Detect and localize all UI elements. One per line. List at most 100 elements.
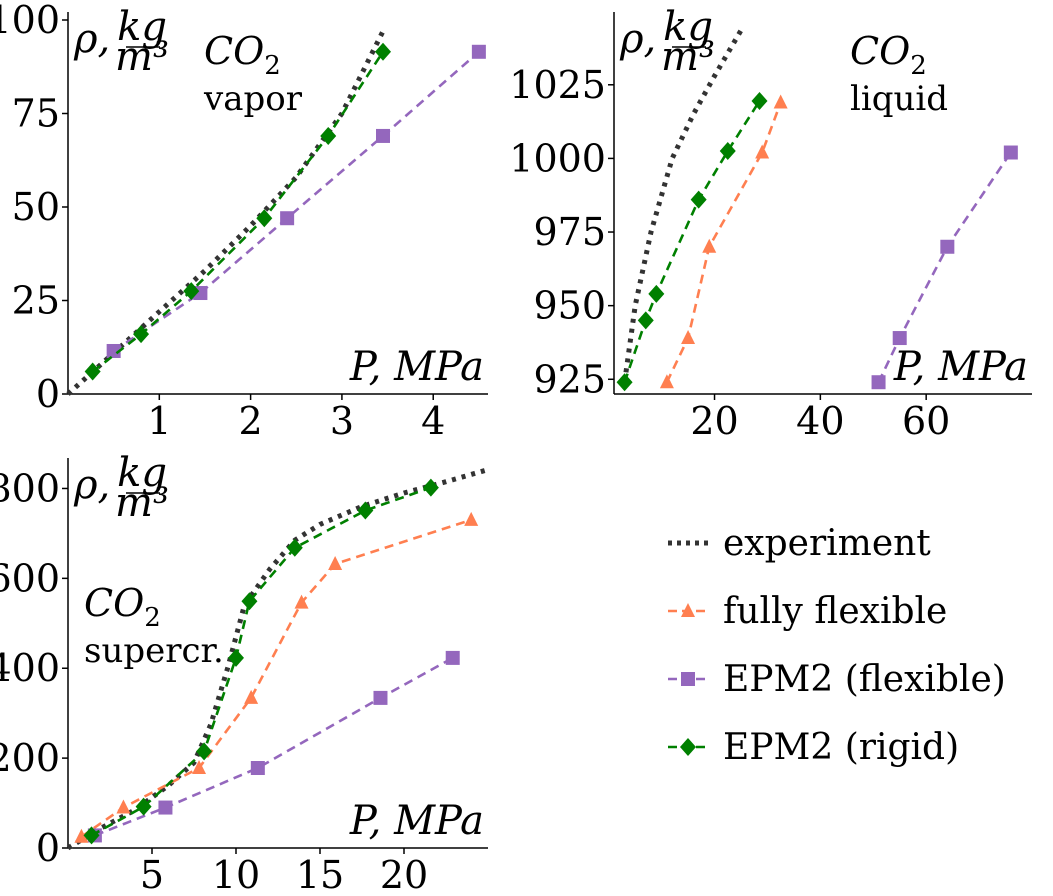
y-tick-label: 1000 <box>509 136 606 180</box>
data-point-epm2_rigid <box>648 284 665 303</box>
legend-marker-epm2_flexible <box>681 672 695 686</box>
data-point-epm2_rigid <box>751 91 768 110</box>
y-tick-label: 600 <box>0 556 60 600</box>
legend-label: experiment <box>723 523 931 564</box>
data-point-epm2_flexible <box>106 343 121 358</box>
x-axis-label: P, MPa <box>349 798 484 844</box>
y-axis-label-numerator: kg <box>117 4 167 50</box>
x-axis-label: P, MPa <box>893 344 1028 390</box>
data-point-epm2_rigid <box>357 501 374 520</box>
panel-subtitle: liquid <box>850 79 948 119</box>
data-point-epm2_rigid <box>241 592 258 611</box>
y-axis-label-numerator: kg <box>663 4 713 50</box>
series-epm2_rigid <box>83 478 439 845</box>
data-point-epm2_rigid <box>690 190 707 209</box>
y-axis-label-denominator: m³ <box>661 34 715 80</box>
y-tick-label: 1025 <box>509 63 606 107</box>
series-line-epm2_rigid <box>623 100 761 383</box>
legend: experiment fully flexible EPM2 (flexible) E… <box>668 523 1006 768</box>
data-point-epm2_flexible <box>280 211 295 226</box>
x-tick-label: 5 <box>140 853 164 896</box>
legend-label: EPM2 (rigid) <box>723 727 959 768</box>
y-tick-label: 100 <box>0 0 60 42</box>
data-point-fully_flexible <box>659 374 674 389</box>
series-epm2_flexible <box>106 44 486 358</box>
y-axis-label-numerator: kg <box>117 450 167 496</box>
x-tick-label: 4 <box>421 399 445 443</box>
y-axis-label-symbol: ρ, <box>73 462 110 508</box>
legend-item-epm2_flexible: EPM2 (flexible) <box>668 659 1006 700</box>
y-tick-label: 200 <box>0 736 60 780</box>
y-tick-label: 25 <box>12 279 60 323</box>
data-point-epm2_rigid <box>719 142 736 161</box>
legend-marker-epm2_rigid <box>680 738 696 756</box>
data-point-epm2_flexible <box>940 239 955 254</box>
x-tick-label: 20 <box>690 399 738 443</box>
series-line-epm2_rigid <box>91 51 385 373</box>
data-point-epm2_rigid <box>637 311 654 330</box>
panel-subtitle: vapor <box>203 79 303 119</box>
data-point-epm2_rigid <box>133 325 150 344</box>
y-tick-label: 400 <box>0 646 60 690</box>
series-experiment <box>66 30 386 396</box>
legend-item-epm2_rigid: EPM2 (rigid) <box>668 727 959 768</box>
data-point-epm2_flexible <box>892 331 907 346</box>
data-point-fully_flexible <box>294 594 309 609</box>
data-point-epm2_rigid <box>228 648 244 667</box>
series-epm2_flexible <box>871 145 1018 390</box>
legend-marker-fully_flexible <box>681 603 695 617</box>
data-point-fully_flexible <box>702 238 717 253</box>
data-point-fully_flexible <box>244 689 259 704</box>
data-point-fully_flexible <box>773 94 788 109</box>
data-point-epm2_rigid <box>135 797 152 816</box>
legend-item-experiment: experiment <box>668 523 931 564</box>
data-point-fully_flexible <box>192 760 207 775</box>
y-tick-label: 0 <box>36 826 60 870</box>
data-point-fully_flexible <box>464 511 479 526</box>
y-tick-label: 800 <box>0 466 60 510</box>
data-point-fully_flexible <box>755 144 770 159</box>
data-point-epm2_flexible <box>376 128 390 143</box>
data-point-epm2_flexible <box>373 690 388 705</box>
data-point-epm2_flexible <box>250 761 265 776</box>
series-line-fully_flexible <box>80 518 472 838</box>
series-line-experiment <box>66 30 386 396</box>
y-tick-label: 75 <box>12 92 60 136</box>
data-point-epm2_flexible <box>1003 145 1018 160</box>
panel-subtitle: supercr. <box>84 631 224 671</box>
x-tick-label: 20 <box>380 853 428 896</box>
data-point-epm2_rigid <box>375 42 391 61</box>
data-point-fully_flexible <box>328 555 343 570</box>
data-point-epm2_rigid <box>196 742 213 761</box>
data-point-fully_flexible <box>74 828 89 843</box>
series-line-epm2_flexible <box>94 656 454 837</box>
data-point-fully_flexible <box>116 799 131 814</box>
series-line-epm2_rigid <box>90 486 432 837</box>
data-point-epm2_flexible <box>445 650 460 665</box>
y-axis-label-denominator: m³ <box>115 480 169 526</box>
data-point-epm2_flexible <box>158 800 173 815</box>
data-point-epm2_rigid <box>422 478 439 497</box>
data-point-epm2_rigid <box>256 209 273 228</box>
y-axis-label-denominator: m³ <box>115 34 169 80</box>
data-point-epm2_rigid <box>320 126 337 145</box>
panel-title: CO2 <box>84 581 161 633</box>
x-tick-label: 15 <box>296 853 344 896</box>
x-tick-label: 1 <box>147 399 171 443</box>
data-point-epm2_rigid <box>286 538 303 557</box>
data-point-epm2_flexible <box>471 44 486 59</box>
y-tick-label: 50 <box>12 185 60 229</box>
data-point-epm2_rigid <box>84 362 101 381</box>
y-tick-label: 950 <box>533 284 606 328</box>
series-epm2_flexible <box>87 650 460 843</box>
x-tick-label: 60 <box>902 399 950 443</box>
y-tick-label: 0 <box>36 372 60 416</box>
series-fully_flexible <box>74 511 479 843</box>
legend-label: fully flexible <box>723 591 947 632</box>
